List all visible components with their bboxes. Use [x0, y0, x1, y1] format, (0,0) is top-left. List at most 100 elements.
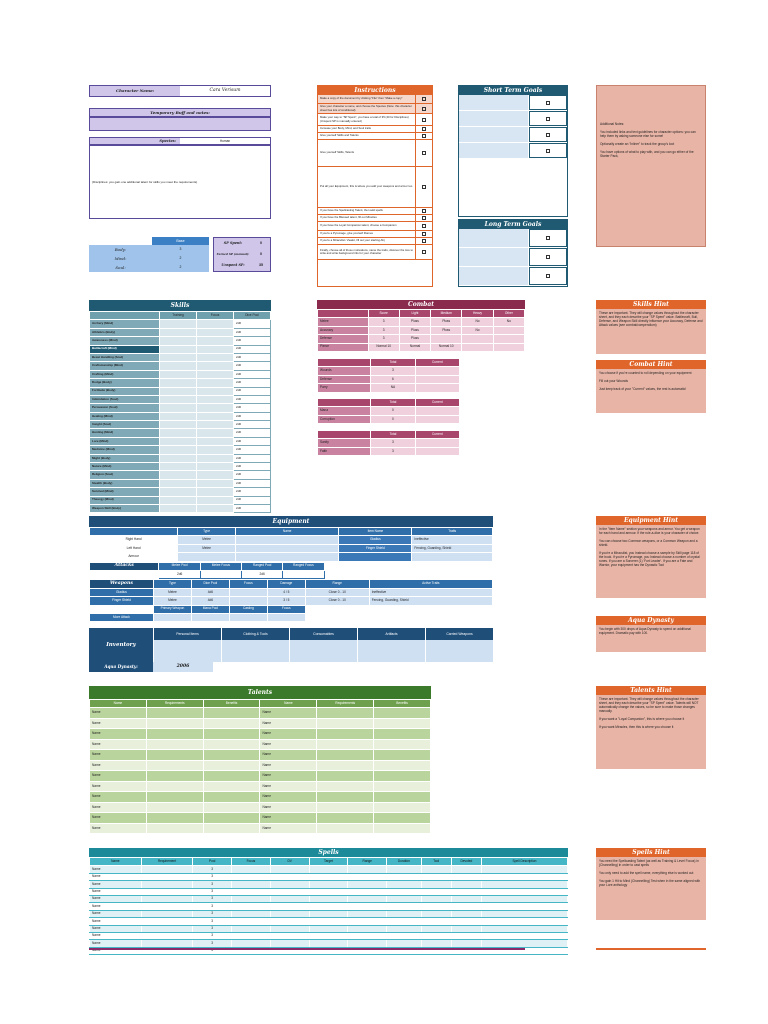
sp-earned-value[interactable]: 0 — [260, 252, 262, 256]
skill-training-field[interactable] — [159, 495, 198, 506]
spell-field[interactable] — [480, 931, 569, 941]
spell-field[interactable] — [450, 902, 482, 911]
spell-field[interactable] — [420, 939, 452, 948]
skill-training-field[interactable] — [159, 453, 198, 464]
talent-field[interactable] — [373, 749, 431, 761]
goal-checkbox[interactable] — [529, 143, 567, 158]
spell-field[interactable] — [347, 894, 388, 904]
instruction-checkbox[interactable] — [415, 167, 432, 207]
spell-field[interactable] — [386, 939, 422, 948]
checkbox-icon[interactable] — [546, 148, 550, 153]
spell-field[interactable] — [386, 924, 422, 933]
combat-cell[interactable]: 3 — [367, 325, 400, 336]
spell-field[interactable] — [347, 924, 388, 933]
checkbox-icon[interactable] — [422, 250, 426, 254]
instruction-checkbox[interactable] — [415, 222, 432, 230]
spell-field[interactable] — [308, 939, 349, 948]
inventory-field[interactable] — [290, 640, 357, 662]
equipment-cell[interactable] — [234, 535, 340, 545]
skill-training-field[interactable] — [159, 369, 198, 380]
spell-field[interactable] — [386, 909, 422, 919]
skill-training-field[interactable] — [159, 445, 198, 455]
skill-focus-field[interactable] — [196, 411, 235, 422]
skill-training-field[interactable] — [159, 361, 198, 371]
checkbox-icon[interactable] — [422, 216, 426, 220]
combat-cell[interactable]: Pluss — [398, 334, 432, 344]
spell-pool[interactable]: 3 — [192, 939, 233, 948]
spell-field[interactable] — [231, 902, 271, 911]
talent-field[interactable] — [145, 728, 204, 740]
skill-training-field[interactable] — [159, 394, 198, 405]
skill-focus-field[interactable] — [196, 462, 235, 472]
talent-field[interactable] — [373, 780, 431, 793]
spell-field[interactable] — [450, 880, 482, 889]
talent-name-field[interactable]: Name — [259, 770, 318, 782]
spell-field[interactable] — [386, 880, 422, 889]
weapon-cell[interactable]: Ineffective — [368, 587, 494, 598]
skill-training-field[interactable] — [159, 386, 198, 396]
instruction-checkbox[interactable] — [415, 231, 432, 237]
weapon-cell[interactable]: 3 / 5 — [266, 596, 306, 606]
combat-cell[interactable] — [461, 342, 494, 352]
spell-field[interactable] — [269, 872, 310, 882]
checkbox-icon[interactable] — [422, 106, 426, 111]
weapon-cell[interactable]: 4d6 — [190, 596, 230, 606]
spell-name-field[interactable]: Name — [89, 924, 142, 933]
spell-field[interactable] — [480, 917, 569, 926]
skill-focus-field[interactable] — [196, 336, 235, 346]
checkbox-icon[interactable] — [422, 224, 426, 228]
talent-field[interactable] — [373, 707, 431, 719]
skill-training-field[interactable] — [159, 352, 198, 363]
inventory-field[interactable] — [426, 640, 493, 662]
spell-field[interactable] — [386, 872, 422, 882]
spell-name-field[interactable]: Name — [89, 939, 142, 948]
spell-field[interactable] — [450, 917, 482, 926]
checkbox-icon[interactable] — [422, 134, 426, 138]
additional-notes-panel[interactable]: Additional Notes: You included links and… — [596, 85, 706, 247]
spell-field[interactable] — [347, 917, 388, 926]
talent-field[interactable] — [145, 707, 204, 719]
spell-field[interactable] — [480, 902, 569, 911]
talent-name-field[interactable]: Name — [259, 738, 318, 751]
skill-training-field[interactable] — [159, 319, 198, 329]
spell-field[interactable] — [269, 909, 310, 919]
spell-field[interactable] — [450, 924, 482, 933]
talent-field[interactable] — [145, 717, 204, 730]
spell-pool[interactable]: 3 — [192, 887, 233, 896]
spell-field[interactable] — [450, 909, 482, 919]
talent-name-field[interactable]: Name — [89, 791, 147, 803]
character-name-field[interactable]: Cara Verisum — [180, 86, 270, 96]
spell-field[interactable] — [420, 894, 452, 904]
checkbox-icon[interactable] — [422, 151, 426, 155]
talent-field[interactable] — [202, 738, 261, 751]
talent-field[interactable] — [316, 707, 375, 719]
spell-name-field[interactable]: Name — [89, 902, 142, 911]
spell-pool[interactable]: 3 — [192, 880, 233, 889]
spell-field[interactable] — [480, 909, 569, 919]
spell-field[interactable] — [140, 880, 194, 889]
combat-cell[interactable]: No — [461, 325, 494, 336]
skill-training-field[interactable] — [159, 403, 198, 413]
skill-focus-field[interactable] — [196, 470, 235, 480]
spell-field[interactable] — [347, 872, 388, 882]
inventory-field[interactable] — [222, 640, 289, 662]
equipment-cell[interactable]: Fencing, Guarding, Shield — [411, 543, 493, 554]
talent-name-field[interactable]: Name — [259, 791, 318, 803]
combat-cell[interactable]: 3 — [367, 317, 400, 327]
instruction-checkbox[interactable] — [415, 104, 432, 113]
talent-field[interactable] — [316, 812, 375, 824]
more-attack-cell[interactable] — [228, 612, 268, 623]
spell-field[interactable] — [308, 894, 349, 904]
checkbox-icon[interactable] — [422, 127, 426, 131]
spell-field[interactable] — [347, 931, 388, 941]
skill-training-field[interactable] — [159, 411, 198, 422]
talent-field[interactable] — [316, 749, 375, 761]
spell-name-field[interactable]: Name — [89, 917, 142, 926]
talent-field[interactable] — [316, 770, 375, 782]
goal-text-field[interactable] — [459, 267, 529, 285]
skill-training-field[interactable] — [159, 436, 198, 447]
talent-field[interactable] — [316, 728, 375, 740]
spell-field[interactable] — [347, 939, 388, 948]
spell-field[interactable] — [269, 880, 310, 889]
skill-training-field[interactable] — [159, 487, 198, 497]
